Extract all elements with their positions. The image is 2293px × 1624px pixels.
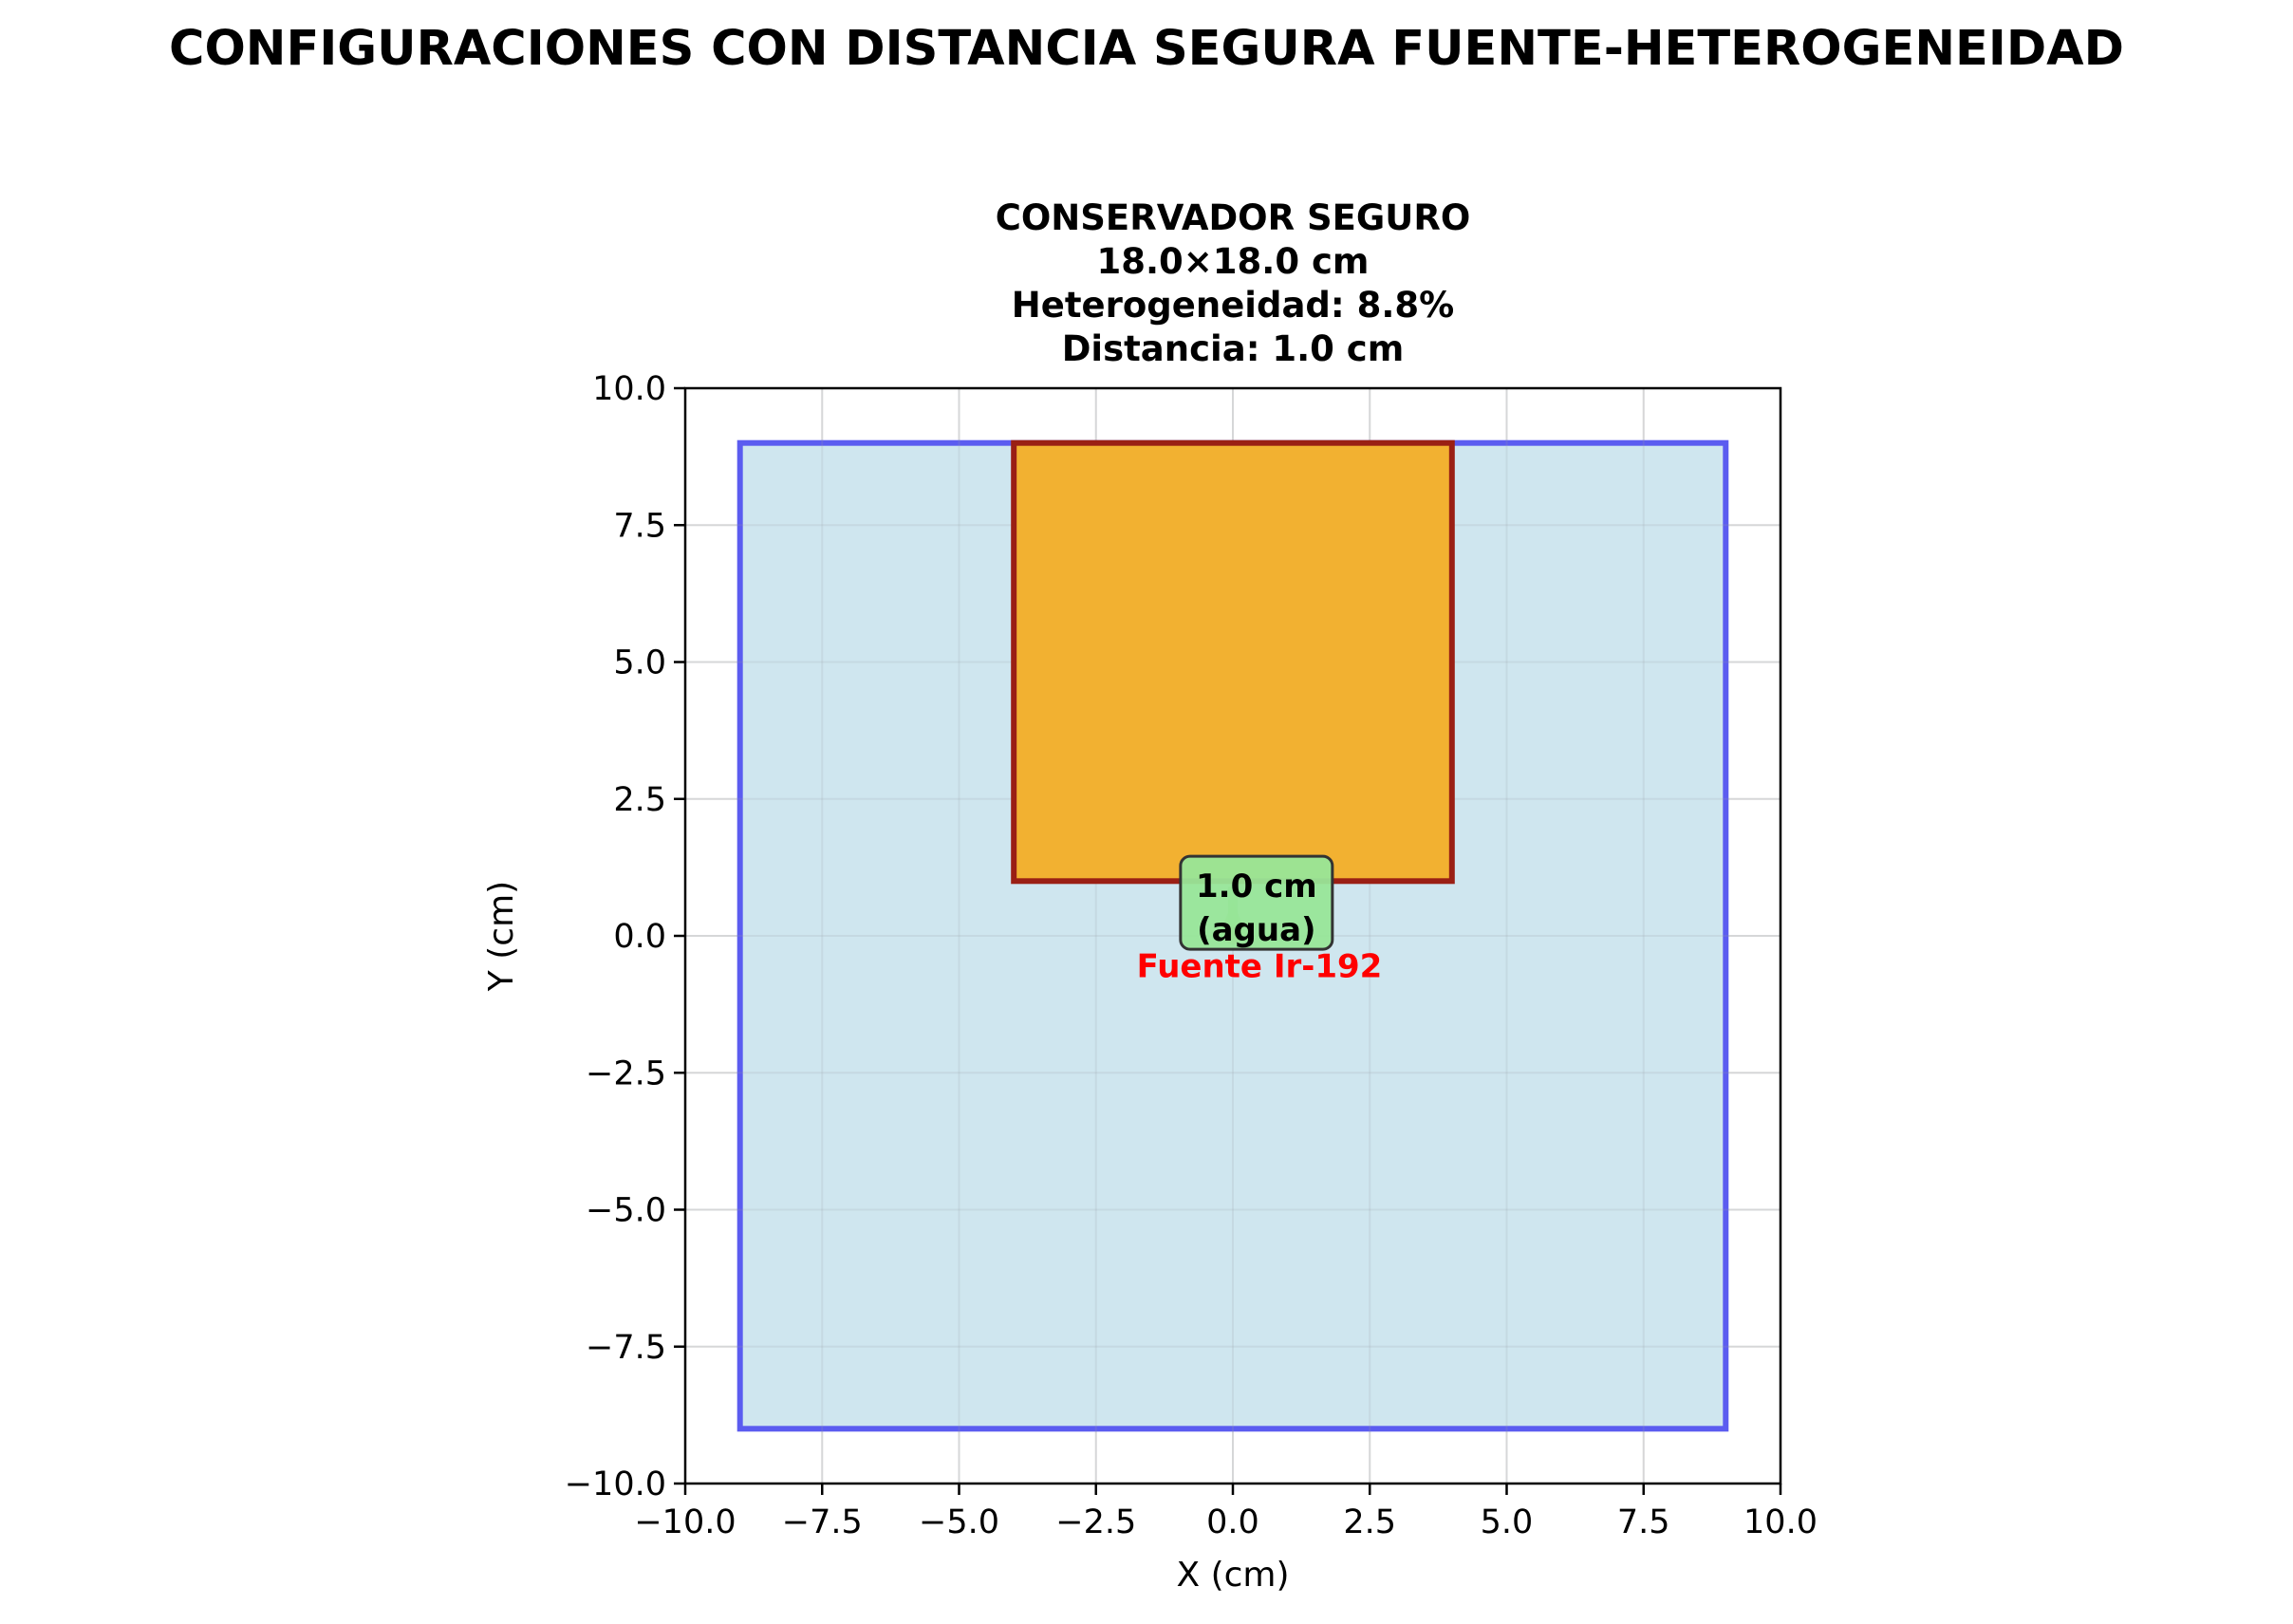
axis-labels: X (cm) Y (cm) — [482, 881, 1290, 1595]
x-axis-label: X (cm) — [1176, 1556, 1289, 1595]
x-tick-label: 10.0 — [1743, 1503, 1818, 1541]
axis-ticks: −10.0 −7.5 −5.0 −2.5 0.0 2.5 5.0 7.5 10.0 −10.0 −7… — [565, 370, 1818, 1541]
x-tick-label: 2.5 — [1343, 1503, 1396, 1541]
figure-title: CONFIGURACIONES CON DISTANCIA SEGURA FUE… — [169, 21, 2124, 77]
x-tick-label: −5.0 — [919, 1503, 999, 1541]
subtitle-line: Distancia: 1.0 cm — [1062, 328, 1405, 369]
x-tick-label: −2.5 — [1055, 1503, 1136, 1541]
y-tick-label: −2.5 — [586, 1055, 666, 1092]
x-tick-label: 5.0 — [1481, 1503, 1534, 1541]
y-tick-label: 0.0 — [613, 918, 666, 956]
y-tick-label: −5.0 — [586, 1192, 666, 1230]
y-tick-label: 5.0 — [613, 644, 666, 682]
subtitle-line: 18.0×18.0 cm — [1097, 241, 1370, 282]
subtitle-line: CONSERVADOR SEGURO — [996, 197, 1471, 238]
y-tick-label: 10.0 — [592, 370, 666, 408]
distance-label-box — [1179, 854, 1334, 951]
x-tick-label: −10.0 — [634, 1503, 736, 1541]
distance-label-text: 1.0 cm — [1196, 868, 1317, 905]
distance-label-text: (agua) — [1197, 911, 1316, 949]
x-tick-label: 7.5 — [1617, 1503, 1670, 1541]
y-axis-label: Y (cm) — [482, 881, 521, 992]
x-tick-label: 0.0 — [1206, 1503, 1259, 1541]
source-label: Fuente Ir-192 — [1137, 948, 1383, 986]
subtitle-line: Heterogeneidad: 8.8% — [1012, 285, 1454, 326]
y-tick-label: 7.5 — [613, 507, 666, 545]
y-tick-label: 2.5 — [613, 781, 666, 819]
y-tick-label: −10.0 — [565, 1465, 666, 1503]
x-tick-label: −7.5 — [782, 1503, 863, 1541]
plot-shapes: 1.0 cm (agua)Fuente Ir-192 — [684, 387, 1781, 1484]
heterogeneity-region — [1011, 439, 1455, 885]
y-tick-label: −7.5 — [586, 1329, 666, 1367]
